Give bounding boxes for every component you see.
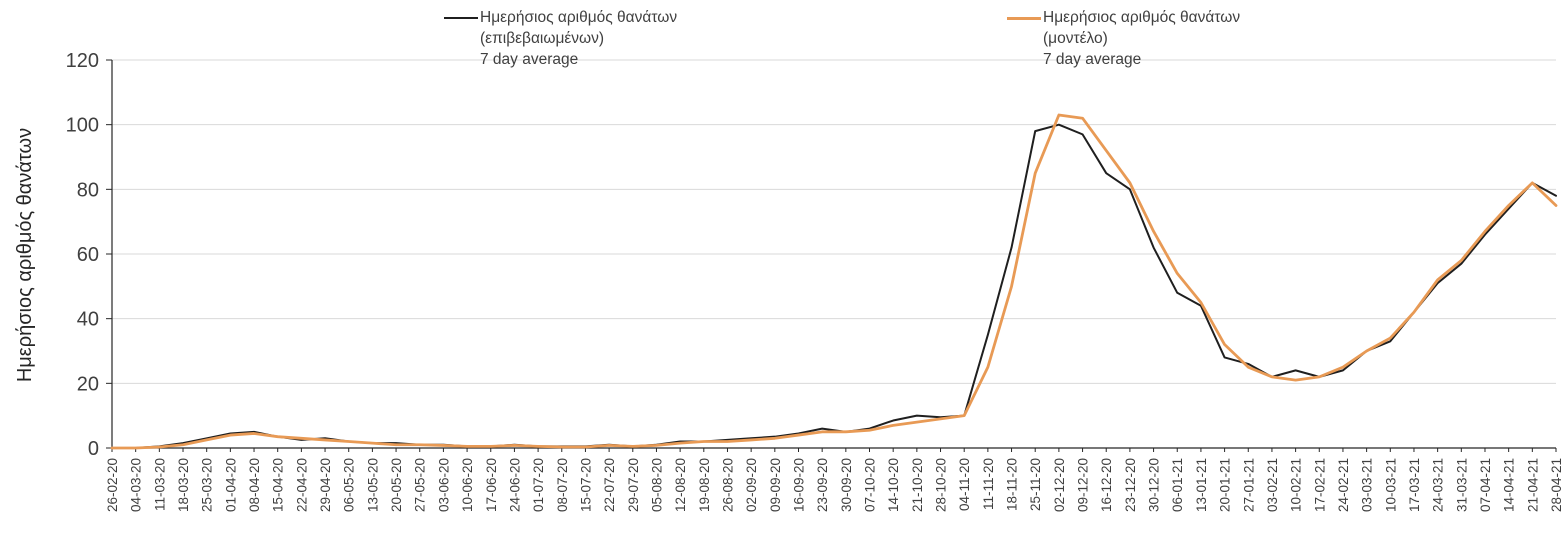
x-tick-label: 30-12-20 (1147, 458, 1162, 512)
x-tick-label: 15-07-20 (578, 458, 593, 512)
x-tick-label: 12-08-20 (673, 458, 688, 512)
x-tick-label: 10-03-21 (1383, 458, 1398, 512)
x-tick-label: 19-08-20 (697, 458, 712, 512)
x-tick-label: 13-05-20 (365, 458, 380, 512)
x-tick-label: 03-06-20 (436, 458, 451, 512)
x-tick-label: 04-11-20 (957, 458, 972, 511)
y-tick-label: 20 (77, 373, 99, 395)
x-tick-label: 10-02-21 (1289, 458, 1304, 512)
x-tick-label: 02-12-20 (1052, 458, 1067, 512)
x-tick-label: 09-09-20 (768, 458, 783, 512)
legend-label-line2: (μοντέλο) (1043, 30, 1108, 47)
x-tick-label: 21-10-20 (910, 458, 925, 512)
x-tick-label: 29-04-20 (318, 458, 333, 512)
x-tick-label: 22-07-20 (602, 458, 617, 512)
x-tick-label: 22-04-20 (294, 458, 309, 512)
x-tick-label: 07-10-20 (863, 458, 878, 512)
x-tick-label: 16-09-20 (791, 458, 806, 512)
x-tick-label: 05-08-20 (649, 458, 664, 512)
x-tick-label: 10-06-20 (460, 458, 475, 512)
x-tick-label: 01-04-20 (223, 458, 238, 512)
x-tick-label: 03-02-21 (1265, 458, 1280, 512)
legend-label-line3: 7 day average (1043, 51, 1142, 68)
legend-line-sample-model (1007, 17, 1041, 20)
x-tick-label: 18-03-20 (176, 458, 191, 512)
legend-label-line1: Ημερήσιος αριθμός θανάτων (480, 9, 678, 26)
y-tick-label: 60 (77, 244, 99, 266)
x-tick-label: 20-05-20 (389, 458, 404, 512)
x-tick-label: 28-10-20 (934, 458, 949, 512)
x-tick-label: 07-04-21 (1478, 458, 1493, 512)
x-tick-label: 13-01-21 (1194, 458, 1209, 512)
y-tick-label: 40 (77, 309, 99, 331)
x-tick-label: 18-11-20 (1005, 458, 1020, 511)
x-tick-label: 09-12-20 (1076, 458, 1091, 512)
x-tick-label: 17-02-21 (1312, 458, 1327, 512)
x-tick-label: 17-03-21 (1407, 458, 1422, 512)
legend-label-model: Ημερήσιος αριθμός θανάτων (μοντέλο) 7 da… (1043, 7, 1240, 70)
x-tick-label: 29-07-20 (626, 458, 641, 512)
x-tick-label: 23-09-20 (815, 458, 830, 512)
x-tick-label: 04-03-20 (129, 458, 144, 512)
x-tick-label: 26-08-20 (720, 458, 735, 512)
y-tick-label: 0 (88, 438, 99, 460)
x-tick-label: 11-03-20 (152, 458, 167, 511)
x-tick-label: 15-04-20 (271, 458, 286, 512)
y-tick-label: 100 (66, 115, 99, 137)
x-tick-label: 17-06-20 (484, 458, 499, 512)
x-tick-label: 21-04-21 (1525, 458, 1540, 512)
legend-label-line3: 7 day average (480, 51, 579, 68)
x-tick-label: 14-10-20 (886, 458, 901, 512)
x-tick-label: 27-01-21 (1241, 458, 1256, 512)
x-tick-label: 14-04-21 (1502, 458, 1517, 512)
legend-line-sample-confirmed (444, 17, 478, 19)
x-tick-label: 11-11-20 (981, 458, 996, 510)
x-tick-label: 31-03-21 (1454, 458, 1469, 512)
x-tick-label: 30-09-20 (839, 458, 854, 512)
x-tick-label: 25-11-20 (1028, 458, 1043, 511)
y-tick-label: 120 (66, 50, 99, 72)
x-tick-label: 25-03-20 (200, 458, 215, 512)
x-tick-label: 08-07-20 (555, 458, 570, 512)
y-tick-label: 80 (77, 179, 99, 201)
x-tick-label: 03-03-21 (1360, 458, 1375, 512)
x-tick-label: 02-09-20 (744, 458, 759, 512)
x-tick-label: 26-02-20 (105, 458, 120, 512)
legend-item-model: Ημερήσιος αριθμός θανάτων (μοντέλο) 7 da… (1007, 7, 1240, 70)
x-tick-label: 20-01-21 (1218, 458, 1233, 512)
legend-item-confirmed: Ημερήσιος αριθμός θανάτων (επιβεβαιωμένω… (444, 7, 677, 70)
x-tick-label: 06-05-20 (342, 458, 357, 512)
legend-label-confirmed: Ημερήσιος αριθμός θανάτων (επιβεβαιωμένω… (480, 7, 677, 70)
x-tick-label: 23-12-20 (1123, 458, 1138, 512)
x-tick-label: 06-01-21 (1170, 458, 1185, 512)
legend-label-line1: Ημερήσιος αριθμός θανάτων (1043, 9, 1241, 26)
x-tick-label: 24-03-21 (1431, 458, 1446, 512)
series-line-confirmed (111, 123, 1557, 449)
x-tick-label: 24-06-20 (507, 458, 522, 512)
legend-label-line2: (επιβεβαιωμένων) (480, 30, 605, 47)
x-tick-label: 01-07-20 (531, 458, 546, 512)
x-tick-label: 27-05-20 (413, 458, 428, 512)
x-tick-label: 24-02-21 (1336, 458, 1351, 512)
x-tick-label: 08-04-20 (247, 458, 262, 512)
series-line-model (110, 113, 1558, 450)
x-tick-label: 16-12-20 (1099, 458, 1114, 512)
y-axis-title: Ημερήσιος αριθμός θανάτων (14, 127, 36, 383)
x-tick-label: 28-04-21 (1549, 458, 1564, 512)
